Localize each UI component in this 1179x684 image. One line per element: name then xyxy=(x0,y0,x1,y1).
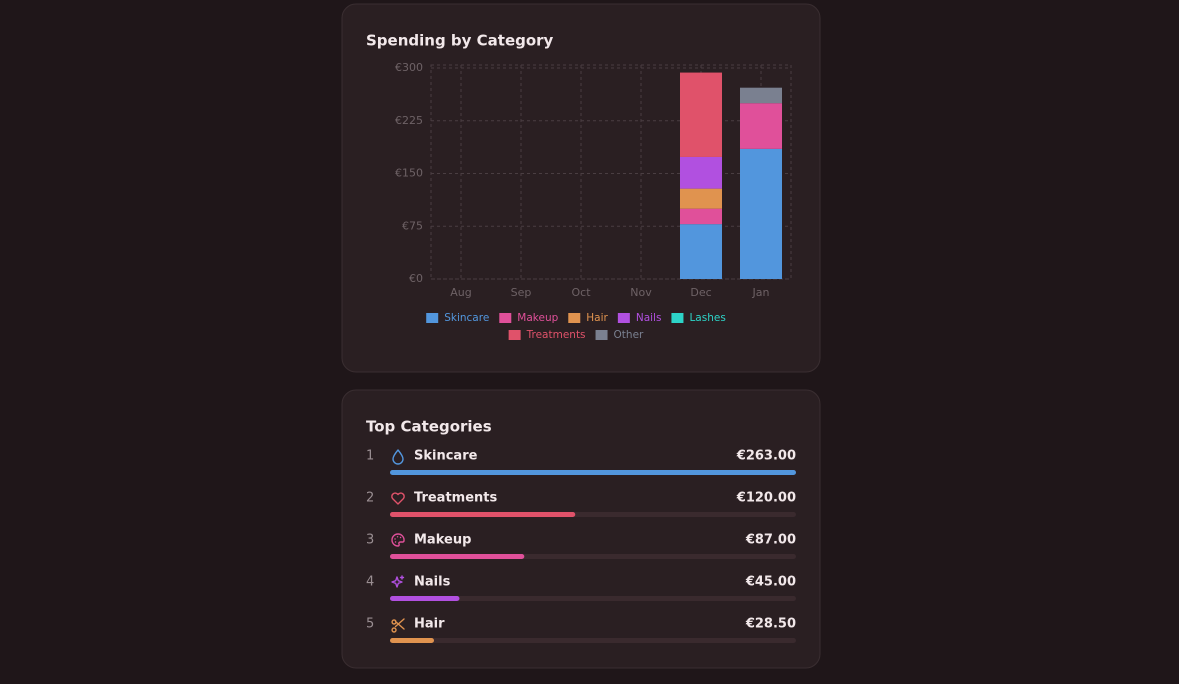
category-amount: €120.00 xyxy=(736,491,796,506)
legend-swatch xyxy=(595,330,608,340)
category-icon xyxy=(391,533,405,547)
bar-segment xyxy=(740,148,782,279)
category-bar xyxy=(390,596,460,601)
list-title: Top Categories xyxy=(366,418,492,436)
rank: 1 xyxy=(366,449,374,464)
legend-label: Other xyxy=(614,329,644,341)
category-bar xyxy=(390,638,434,643)
bar-segment xyxy=(680,156,722,189)
legend-item: Makeup xyxy=(499,312,559,324)
bar-track xyxy=(390,638,796,643)
category-icon xyxy=(391,492,405,505)
x-tick-label: Sep xyxy=(511,286,532,299)
legend-label: Lashes xyxy=(689,312,725,324)
legend-label: Hair xyxy=(586,312,608,324)
bar-segment xyxy=(680,188,722,209)
legend-swatch xyxy=(617,313,630,323)
rank: 3 xyxy=(366,533,374,548)
category-bar xyxy=(390,470,796,475)
bar-track xyxy=(390,596,796,601)
category-amount: €28.50 xyxy=(745,617,796,632)
y-tick-label: €0 xyxy=(409,272,423,285)
y-tick-label: €150 xyxy=(395,167,423,180)
category-name: Skincare xyxy=(414,449,478,464)
rank: 2 xyxy=(366,491,374,506)
bar-segment xyxy=(680,208,722,225)
chart-title: Spending by Category xyxy=(366,32,554,50)
x-tick-label: Nov xyxy=(630,286,652,299)
y-tick-label: €75 xyxy=(402,219,423,232)
legend-label: Skincare xyxy=(444,312,489,324)
x-tick-label: Oct xyxy=(571,286,591,299)
x-tick-label: Aug xyxy=(450,286,471,299)
legend-item: Other xyxy=(595,329,644,341)
legend-swatch xyxy=(499,313,512,323)
category-amount: €87.00 xyxy=(745,533,796,548)
category-icon xyxy=(392,449,404,465)
category-amount: €263.00 xyxy=(736,449,796,464)
category-name: Makeup xyxy=(414,533,471,548)
legend-swatch xyxy=(508,330,521,340)
category-bar xyxy=(390,554,525,559)
legend-swatch xyxy=(568,313,581,323)
legend-swatch xyxy=(671,313,684,323)
bar-segment xyxy=(740,103,782,149)
category-name: Nails xyxy=(414,575,451,590)
category-name: Hair xyxy=(414,617,445,632)
x-tick-label: Jan xyxy=(752,286,770,299)
legend-item: Treatments xyxy=(508,329,586,341)
y-tick-label: €225 xyxy=(395,114,423,127)
y-tick-label: €300 xyxy=(395,61,423,74)
legend-label: Nails xyxy=(636,312,662,324)
legend-item: Lashes xyxy=(671,312,726,324)
legend-item: Hair xyxy=(568,312,609,324)
rank: 5 xyxy=(366,617,374,632)
legend-item: Skincare xyxy=(426,312,489,324)
legend-label: Makeup xyxy=(517,312,558,324)
legend-item: Nails xyxy=(617,312,662,324)
category-icon xyxy=(391,618,405,633)
category-bar xyxy=(390,512,576,517)
category-name: Treatments xyxy=(414,491,497,506)
category-amount: €45.00 xyxy=(745,575,796,590)
legend-swatch xyxy=(426,313,439,323)
rank: 4 xyxy=(366,575,374,590)
category-icon xyxy=(391,575,405,588)
plot-frame xyxy=(430,64,792,280)
bar-segment xyxy=(680,224,722,279)
x-tick-label: Dec xyxy=(690,286,711,299)
bar-segment xyxy=(740,87,782,104)
legend-label: Treatments xyxy=(526,329,586,341)
bar-segment xyxy=(680,72,722,157)
